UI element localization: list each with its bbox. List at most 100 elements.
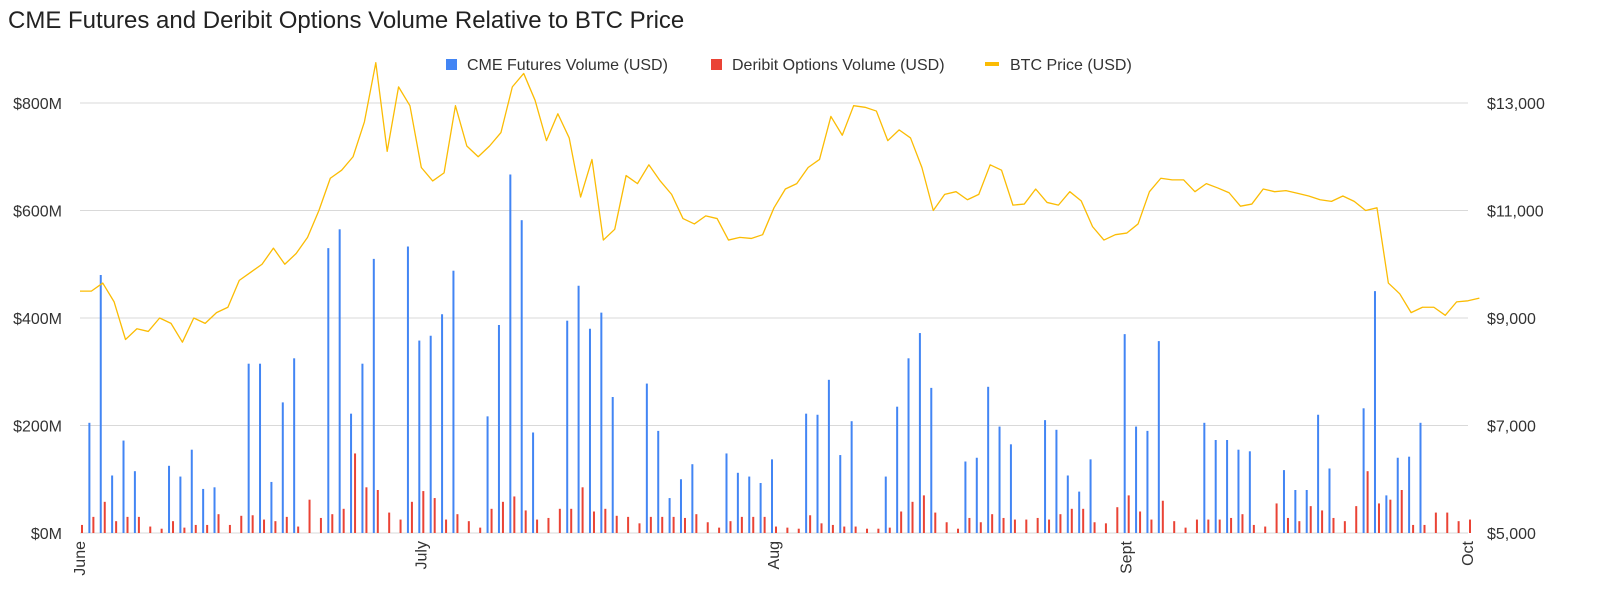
bar [1328, 468, 1331, 533]
bar [725, 453, 728, 533]
bar [918, 333, 921, 533]
bar [422, 491, 425, 533]
bar [1048, 519, 1051, 533]
bar [160, 528, 163, 533]
bar [1366, 471, 1369, 533]
bar [740, 516, 743, 534]
bar [1408, 456, 1411, 533]
bar [111, 475, 114, 533]
bar [1127, 495, 1130, 534]
bar [695, 514, 698, 533]
bar [679, 479, 682, 533]
bar [501, 501, 504, 533]
legend-swatch-btc [985, 62, 999, 66]
bar [748, 476, 751, 533]
bar [319, 517, 322, 533]
bar [900, 511, 903, 533]
bar [763, 516, 766, 534]
bar [350, 413, 353, 533]
bar [263, 519, 266, 533]
bar [354, 453, 357, 533]
bar [441, 314, 444, 533]
bar [831, 524, 834, 533]
legend-swatch-cme [446, 59, 457, 70]
bar [998, 426, 1001, 533]
y-right-tick-label: $9,000 [1487, 311, 1536, 328]
bar [1275, 503, 1278, 533]
bar [1321, 510, 1324, 533]
bar [81, 524, 83, 533]
bar [1412, 524, 1415, 533]
bar [297, 526, 300, 533]
bar [1248, 451, 1251, 533]
bar [168, 465, 171, 533]
bar [418, 340, 421, 533]
bar [308, 499, 311, 533]
bar [645, 383, 648, 533]
bar [577, 285, 580, 533]
bar [1446, 512, 1449, 533]
legend: CME Futures Volume (USD) Deribit Options… [446, 57, 1132, 74]
legend-swatch-deribit [711, 59, 722, 70]
bar [1241, 514, 1244, 533]
bar [668, 498, 671, 533]
bar [172, 521, 175, 533]
bar [1469, 519, 1471, 533]
bar [133, 471, 136, 533]
x-tick-label: Aug [766, 541, 783, 569]
bar [839, 455, 842, 533]
bar [1055, 429, 1058, 533]
bar [934, 512, 937, 533]
bar [1157, 341, 1160, 533]
bar [513, 496, 516, 533]
bar [979, 522, 982, 533]
bar [759, 483, 762, 533]
bar [92, 516, 95, 534]
bar [1078, 491, 1081, 533]
bar [945, 522, 948, 533]
bar [486, 416, 489, 533]
bar [592, 511, 595, 533]
bar [1355, 506, 1358, 534]
bar [338, 229, 341, 533]
bar [877, 528, 880, 533]
series-btc-line [80, 62, 1480, 343]
bar [854, 526, 857, 533]
series-cme-bars [88, 174, 1422, 534]
bar [1237, 449, 1240, 533]
bar [1343, 521, 1346, 533]
x-tick-label: June [72, 541, 89, 576]
bar [581, 487, 584, 533]
bar [361, 363, 364, 533]
y-left-tick-label: $0M [31, 526, 62, 543]
bar [429, 335, 432, 533]
bar [1373, 291, 1376, 534]
bar [452, 270, 455, 533]
bar [547, 517, 550, 533]
bar [270, 481, 273, 533]
bar [524, 510, 527, 533]
bar [638, 523, 641, 533]
bar [1434, 512, 1437, 533]
bar [657, 430, 660, 534]
bar [884, 476, 887, 533]
bar [1066, 475, 1069, 533]
bar [122, 440, 125, 533]
bar [615, 515, 618, 533]
bar [213, 487, 216, 533]
y-right-tick-label: $11,000 [1487, 204, 1544, 221]
legend-label-cme: CME Futures Volume (USD) [467, 57, 668, 74]
bar [1161, 500, 1164, 533]
bar [274, 521, 277, 533]
bar [433, 498, 436, 533]
bar [1332, 517, 1335, 533]
bar [1036, 517, 1039, 533]
bar [1214, 440, 1217, 533]
bar [1305, 490, 1308, 533]
bar [1298, 521, 1301, 533]
bar [558, 508, 561, 533]
y-left-tick-label: $800M [13, 96, 62, 113]
bar [365, 487, 368, 533]
bar [509, 174, 512, 534]
bar [672, 516, 675, 534]
